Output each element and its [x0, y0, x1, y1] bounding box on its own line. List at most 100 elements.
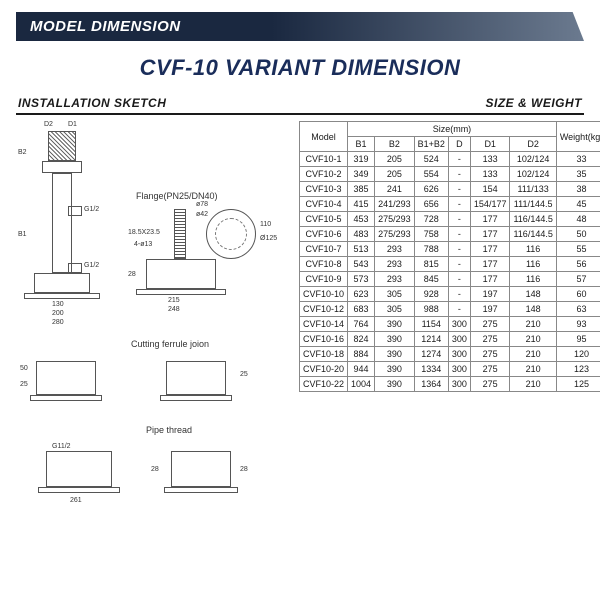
table-row: CVF10-4415241/293656-154/177111/144.545: [300, 197, 600, 212]
table-cell: CVF10-22: [300, 377, 348, 392]
dim-b1: B1: [18, 231, 27, 238]
table-cell: 513: [348, 242, 375, 257]
table-cell: 275: [470, 362, 510, 377]
table-cell: 241: [375, 182, 415, 197]
table-cell: -: [448, 182, 470, 197]
subheader-right: SIZE & WEIGHT: [486, 96, 583, 110]
dim-g12a: G1/2: [84, 206, 99, 213]
table-cell: 241/293: [375, 197, 415, 212]
dim-28b: 28: [151, 466, 159, 473]
dimension-table: Model Size(mm) Weight(kg) B1 B2 B1+B2 D …: [299, 121, 600, 392]
table-cell: 524: [414, 152, 448, 167]
table-cell: 45: [556, 197, 600, 212]
table-cell: 728: [414, 212, 448, 227]
table-cell: 300: [448, 347, 470, 362]
table-row: CVF10-2210043901364300275210125: [300, 377, 600, 392]
dim-125: Ø125: [260, 235, 277, 242]
dim-g12b: G1/2: [84, 262, 99, 269]
table-cell: 300: [448, 317, 470, 332]
table-cell: 300: [448, 362, 470, 377]
table-cell: 56: [556, 257, 600, 272]
table-cell: 125: [556, 377, 600, 392]
subheader-left: INSTALLATION SKETCH: [18, 96, 166, 110]
table-cell: 148: [510, 287, 556, 302]
table-cell: 197: [470, 302, 510, 317]
table-row: CVF10-188843901274300275210120: [300, 347, 600, 362]
dim-b2: B2: [18, 149, 27, 156]
content-row: D2 D1 B2 B1 G1/2 G1/2 130 200 280 Flange…: [16, 121, 584, 531]
table-cell: 300: [448, 377, 470, 392]
table-cell: CVF10-9: [300, 272, 348, 287]
table-cell: 205: [375, 167, 415, 182]
table-cell: 148: [510, 302, 556, 317]
table-cell: CVF10-10: [300, 287, 348, 302]
table-cell: 390: [375, 317, 415, 332]
table-cell: 319: [348, 152, 375, 167]
table-cell: CVF10-4: [300, 197, 348, 212]
table-cell: 824: [348, 332, 375, 347]
table-cell: -: [448, 167, 470, 182]
table-cell: 543: [348, 257, 375, 272]
table-cell: 177: [470, 272, 510, 287]
sub-header-bar: INSTALLATION SKETCH SIZE & WEIGHT: [16, 93, 584, 115]
table-cell: 623: [348, 287, 375, 302]
table-cell: CVF10-16: [300, 332, 348, 347]
dim-g112: G11/2: [52, 443, 71, 450]
table-cell: 116/144.5: [510, 212, 556, 227]
table-cell: 293: [375, 272, 415, 287]
table-cell: 1004: [348, 377, 375, 392]
dim-215: 215: [168, 297, 180, 304]
table-cell: CVF10-6: [300, 227, 348, 242]
table-cell: 305: [375, 287, 415, 302]
table-cell: 764: [348, 317, 375, 332]
table-cell: 111/144.5: [510, 197, 556, 212]
table-cell: -: [448, 227, 470, 242]
th-weight: Weight(kg): [556, 122, 600, 152]
table-cell: 390: [375, 377, 415, 392]
table-cell: 177: [470, 242, 510, 257]
dim-130: 130: [52, 301, 64, 308]
section-header-label: MODEL DIMENSION: [30, 18, 181, 35]
table-cell: 275: [470, 347, 510, 362]
th-size: Size(mm): [348, 122, 557, 137]
table-cell: 95: [556, 332, 600, 347]
table-cell: 415: [348, 197, 375, 212]
th-d: D: [448, 137, 470, 152]
table-cell: 453: [348, 212, 375, 227]
table-cell: 111/133: [510, 182, 556, 197]
table-cell: 390: [375, 362, 415, 377]
pipe-label: Pipe thread: [146, 425, 192, 435]
table-cell: 788: [414, 242, 448, 257]
table-cell: 1274: [414, 347, 448, 362]
table-cell: 385: [348, 182, 375, 197]
table-cell: 573: [348, 272, 375, 287]
table-row: CVF10-14764390115430027521093: [300, 317, 600, 332]
table-cell: 293: [375, 257, 415, 272]
table-cell: 1214: [414, 332, 448, 347]
table-cell: CVF10-3: [300, 182, 348, 197]
table-cell: 123: [556, 362, 600, 377]
table-cell: 116: [510, 272, 556, 287]
table-cell: -: [448, 287, 470, 302]
table-cell: 275/293: [375, 227, 415, 242]
table-cell: 275: [470, 332, 510, 347]
table-cell: 102/124: [510, 167, 556, 182]
table-cell: 928: [414, 287, 448, 302]
table-cell: 293: [375, 242, 415, 257]
table-cell: 55: [556, 242, 600, 257]
table-cell: 116: [510, 242, 556, 257]
dim-200: 200: [52, 310, 64, 317]
table-cell: CVF10-2: [300, 167, 348, 182]
th-d2: D2: [510, 137, 556, 152]
table-cell: 116/144.5: [510, 227, 556, 242]
table-cell: 554: [414, 167, 448, 182]
table-cell: 63: [556, 302, 600, 317]
dim-25a: 25: [20, 381, 28, 388]
table-cell: -: [448, 302, 470, 317]
table-row: CVF10-209443901334300275210123: [300, 362, 600, 377]
table-cell: CVF10-20: [300, 362, 348, 377]
dim-phi78: ø78: [196, 201, 208, 208]
table-row: CVF10-6483275/293758-177116/144.550: [300, 227, 600, 242]
dim-phi42: ø42: [196, 211, 208, 218]
table-row: CVF10-3385241626-154111/13338: [300, 182, 600, 197]
